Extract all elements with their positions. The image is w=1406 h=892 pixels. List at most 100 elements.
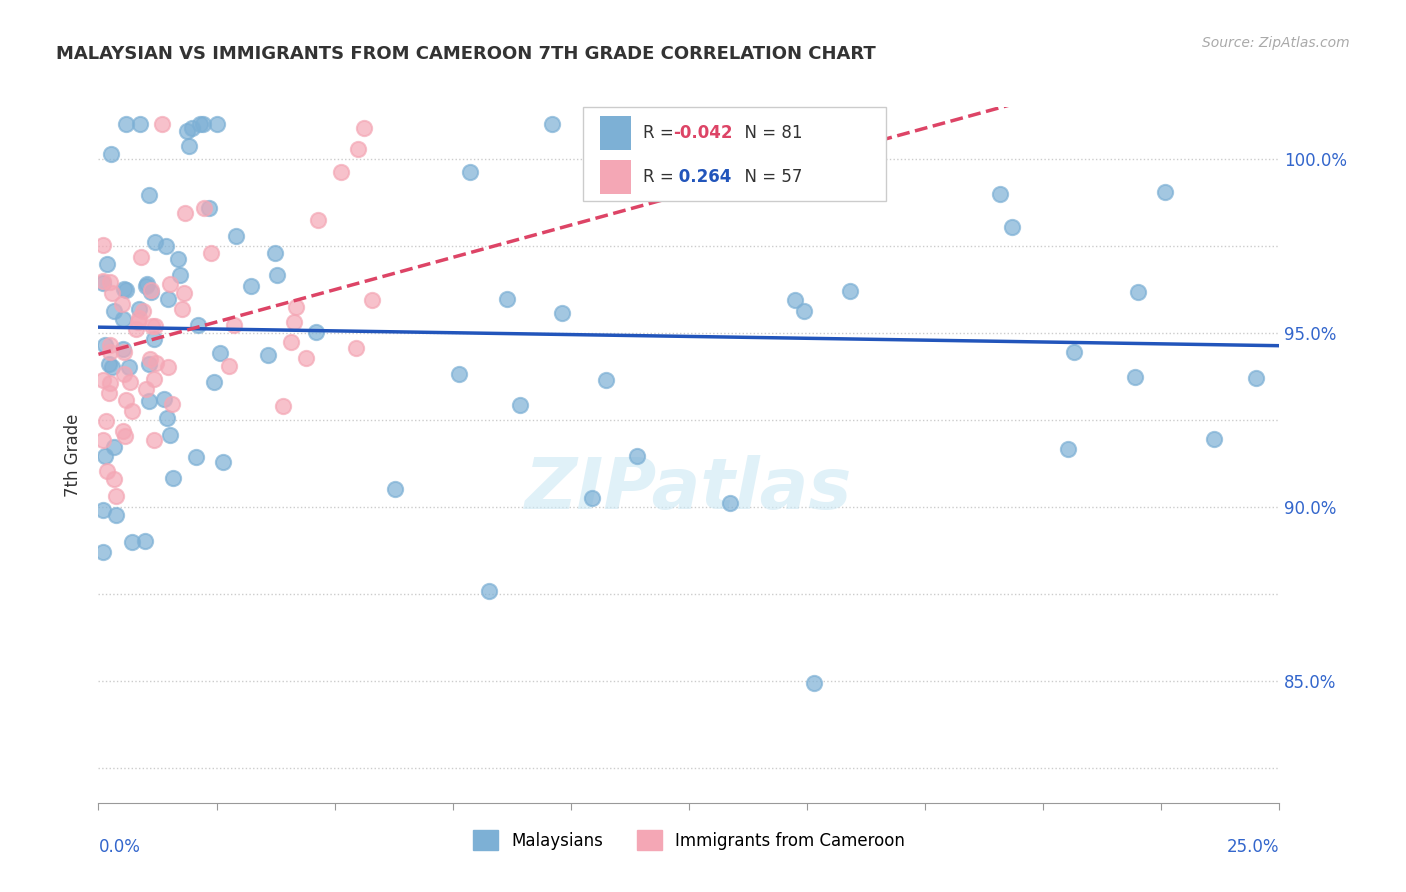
Point (111, 297, 134, 311)
Point (118, 359, 141, 374)
Point (91, 373, 114, 387)
Point (172, 302, 194, 317)
Point (135, 279, 157, 293)
Point (91, 276, 114, 290)
Point (360, 293, 382, 307)
Point (105, 489, 128, 503)
Point (177, 139, 200, 153)
Text: N = 81: N = 81 (734, 124, 803, 142)
Point (509, 398, 531, 412)
Point (94, 338, 117, 352)
Point (141, 319, 163, 334)
Point (793, 303, 815, 318)
Point (150, 118, 173, 132)
Point (91, 503, 114, 517)
Point (478, 584, 501, 599)
Point (132, 304, 155, 318)
Point (181, 121, 204, 136)
Point (218, 359, 240, 374)
Point (121, 403, 143, 417)
Point (127, 315, 149, 329)
Point (264, 246, 287, 260)
Point (143, 434, 166, 448)
Point (188, 118, 211, 132)
Point (169, 268, 191, 282)
Point (280, 334, 302, 349)
Point (91, 238, 114, 252)
Point (988, 187, 1011, 202)
Point (156, 359, 179, 374)
Point (96, 465, 118, 479)
Text: ZIPatlas: ZIPatlas (526, 455, 852, 524)
Legend: Malaysians, Immigrants from Cameroon: Malaysians, Immigrants from Cameroon (467, 823, 911, 857)
Point (1063, 345, 1085, 359)
Point (138, 358, 160, 372)
Point (159, 428, 181, 442)
Point (198, 201, 221, 215)
Point (142, 332, 165, 346)
Point (294, 351, 316, 365)
Point (115, 283, 138, 297)
Point (1057, 442, 1080, 456)
Point (212, 455, 235, 469)
Point (225, 229, 247, 244)
Point (205, 118, 228, 132)
Point (167, 252, 190, 267)
Point (138, 393, 160, 408)
Point (1125, 370, 1147, 384)
Point (271, 399, 294, 413)
Point (595, 373, 617, 387)
Point (186, 450, 208, 464)
Point (285, 300, 308, 314)
Point (160, 396, 183, 410)
Point (103, 304, 125, 318)
Point (208, 345, 231, 359)
Point (187, 318, 209, 333)
Point (100, 338, 122, 352)
Point (98, 357, 121, 371)
Point (541, 118, 564, 132)
Point (283, 315, 305, 329)
Point (103, 440, 125, 454)
Point (98, 275, 121, 289)
Point (344, 341, 367, 355)
Point (121, 535, 143, 549)
Point (111, 342, 134, 356)
Point (240, 278, 263, 293)
Point (626, 449, 648, 463)
Point (143, 319, 166, 334)
Point (449, 368, 471, 382)
Point (101, 286, 124, 301)
Point (152, 392, 174, 407)
Text: -0.042: -0.042 (673, 124, 733, 142)
Point (138, 187, 160, 202)
Point (173, 285, 195, 300)
Point (125, 322, 148, 336)
Point (114, 345, 136, 359)
Point (112, 425, 135, 439)
Point (112, 312, 135, 326)
Point (91, 274, 114, 288)
Point (176, 124, 198, 138)
Point (139, 351, 162, 366)
Point (114, 429, 136, 443)
Text: R =: R = (643, 124, 679, 142)
Point (128, 301, 150, 316)
Point (307, 212, 329, 227)
Point (155, 239, 177, 253)
Point (200, 246, 222, 260)
Point (1202, 432, 1225, 446)
Text: MALAYSIAN VS IMMIGRANTS FROM CAMEROON 7TH GRADE CORRELATION CHART: MALAYSIAN VS IMMIGRANTS FROM CAMEROON 7T… (56, 45, 876, 62)
Point (98, 376, 121, 391)
Point (803, 676, 825, 690)
Point (143, 372, 166, 386)
Point (785, 293, 807, 307)
Point (112, 282, 135, 296)
Point (118, 375, 141, 389)
Point (581, 491, 603, 505)
Point (157, 292, 180, 306)
Point (257, 348, 280, 362)
Point (551, 305, 574, 319)
Point (353, 120, 375, 135)
Text: 25.0%: 25.0% (1227, 838, 1279, 855)
